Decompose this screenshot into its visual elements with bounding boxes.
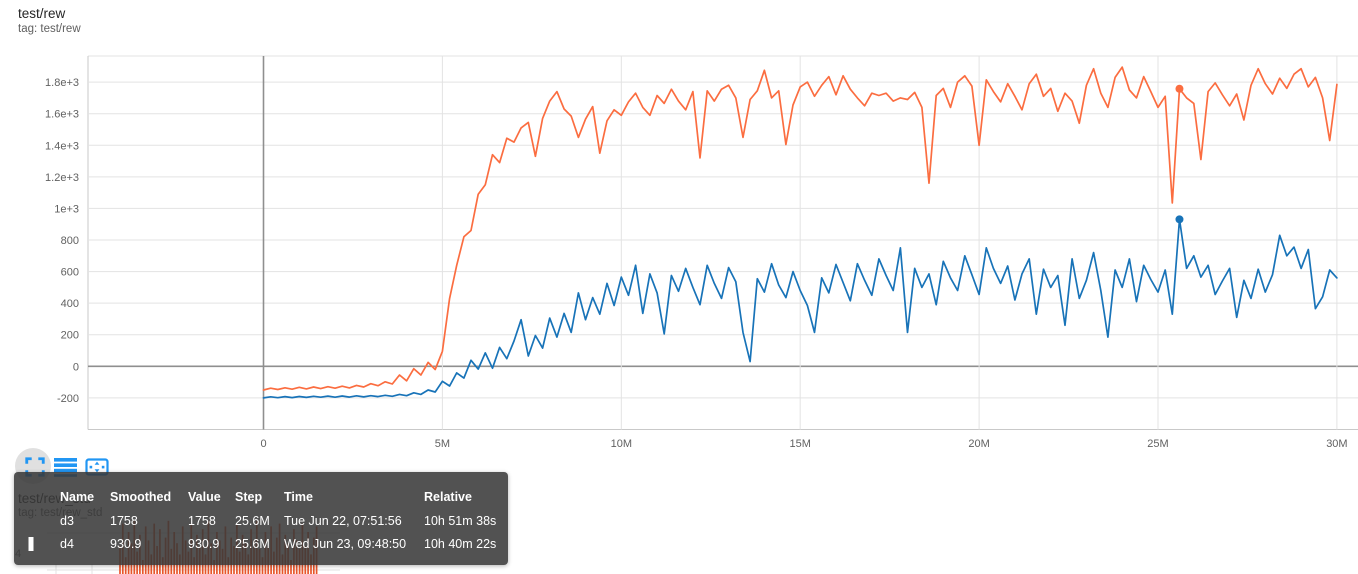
y-tick-label: 1.2e+3 — [45, 172, 79, 184]
y-tick-label: 1.6e+3 — [45, 109, 79, 121]
hover-dot-d3 — [1175, 84, 1184, 93]
expand-icon[interactable] — [23, 456, 47, 478]
series-line-d3[interactable] — [262, 66, 1338, 391]
x-tick-label: 0 — [260, 438, 266, 450]
hover-dot-d4 — [1175, 215, 1184, 224]
y-tick-label: 200 — [61, 330, 79, 342]
x-tick-label: 30M — [1326, 438, 1347, 450]
x-tick-label: 20M — [968, 438, 989, 450]
y-tick-label: 1.4e+3 — [45, 140, 79, 152]
x-tick-label: 10M — [611, 438, 632, 450]
run-time: Wed Jun 23, 09:48:50 — [284, 536, 407, 551]
y-tick-label: 800 — [61, 235, 79, 247]
series-line-d4[interactable] — [262, 218, 1338, 399]
run-relative: 10h 51m 38s — [424, 513, 497, 528]
tooltip-header-smoothed: Smoothed — [110, 490, 172, 504]
y-tick-label: 0 — [73, 361, 79, 373]
tooltip-row-d3: d3 1758 1758 25.6M Tue Jun 22, 07:51:56 … — [14, 509, 508, 532]
x-tick-label: 25M — [1147, 438, 1168, 450]
tooltip-header-name: Name — [60, 490, 95, 504]
chart-tag: tag: test/rew — [18, 23, 81, 35]
tooltip-header-row: Name Smoothed Value Step Time Relative — [14, 472, 508, 509]
x-tick-label: 15M — [789, 438, 810, 450]
tooltip-header-step: Step — [235, 490, 263, 504]
run-name: d4 — [60, 536, 74, 551]
tooltip-header-relative: Relative — [424, 490, 472, 504]
y-tick-label: 1e+3 — [54, 203, 79, 215]
y-tick-label: 1.8e+3 — [45, 77, 79, 89]
chart-title: test/rew — [18, 6, 66, 21]
hover-tooltip: Name Smoothed Value Step Time Relative d… — [14, 472, 508, 565]
run-time: Tue Jun 22, 07:51:56 — [284, 513, 402, 528]
run-value: 1758 — [188, 513, 216, 528]
run-name: d3 — [60, 513, 74, 528]
y-tick-label: 600 — [61, 267, 79, 279]
y-tick-label: 400 — [61, 298, 79, 310]
tooltip-row-d4: d4 930.9 930.9 25.6M Wed Jun 23, 09:48:5… — [14, 532, 508, 555]
run-smoothed: 930.9 — [110, 536, 142, 551]
run-step: 25.6M — [235, 513, 270, 528]
y-tick-label: -200 — [57, 393, 79, 405]
x-tick-label: 5M — [435, 438, 450, 450]
run-value: 930.9 — [188, 536, 220, 551]
tooltip-header-value: Value — [188, 490, 221, 504]
run-smoothed: 1758 — [110, 513, 138, 528]
run-step: 25.6M — [235, 536, 270, 551]
run-relative: 10h 40m 22s — [424, 536, 497, 551]
tooltip-header-time: Time — [284, 490, 313, 504]
